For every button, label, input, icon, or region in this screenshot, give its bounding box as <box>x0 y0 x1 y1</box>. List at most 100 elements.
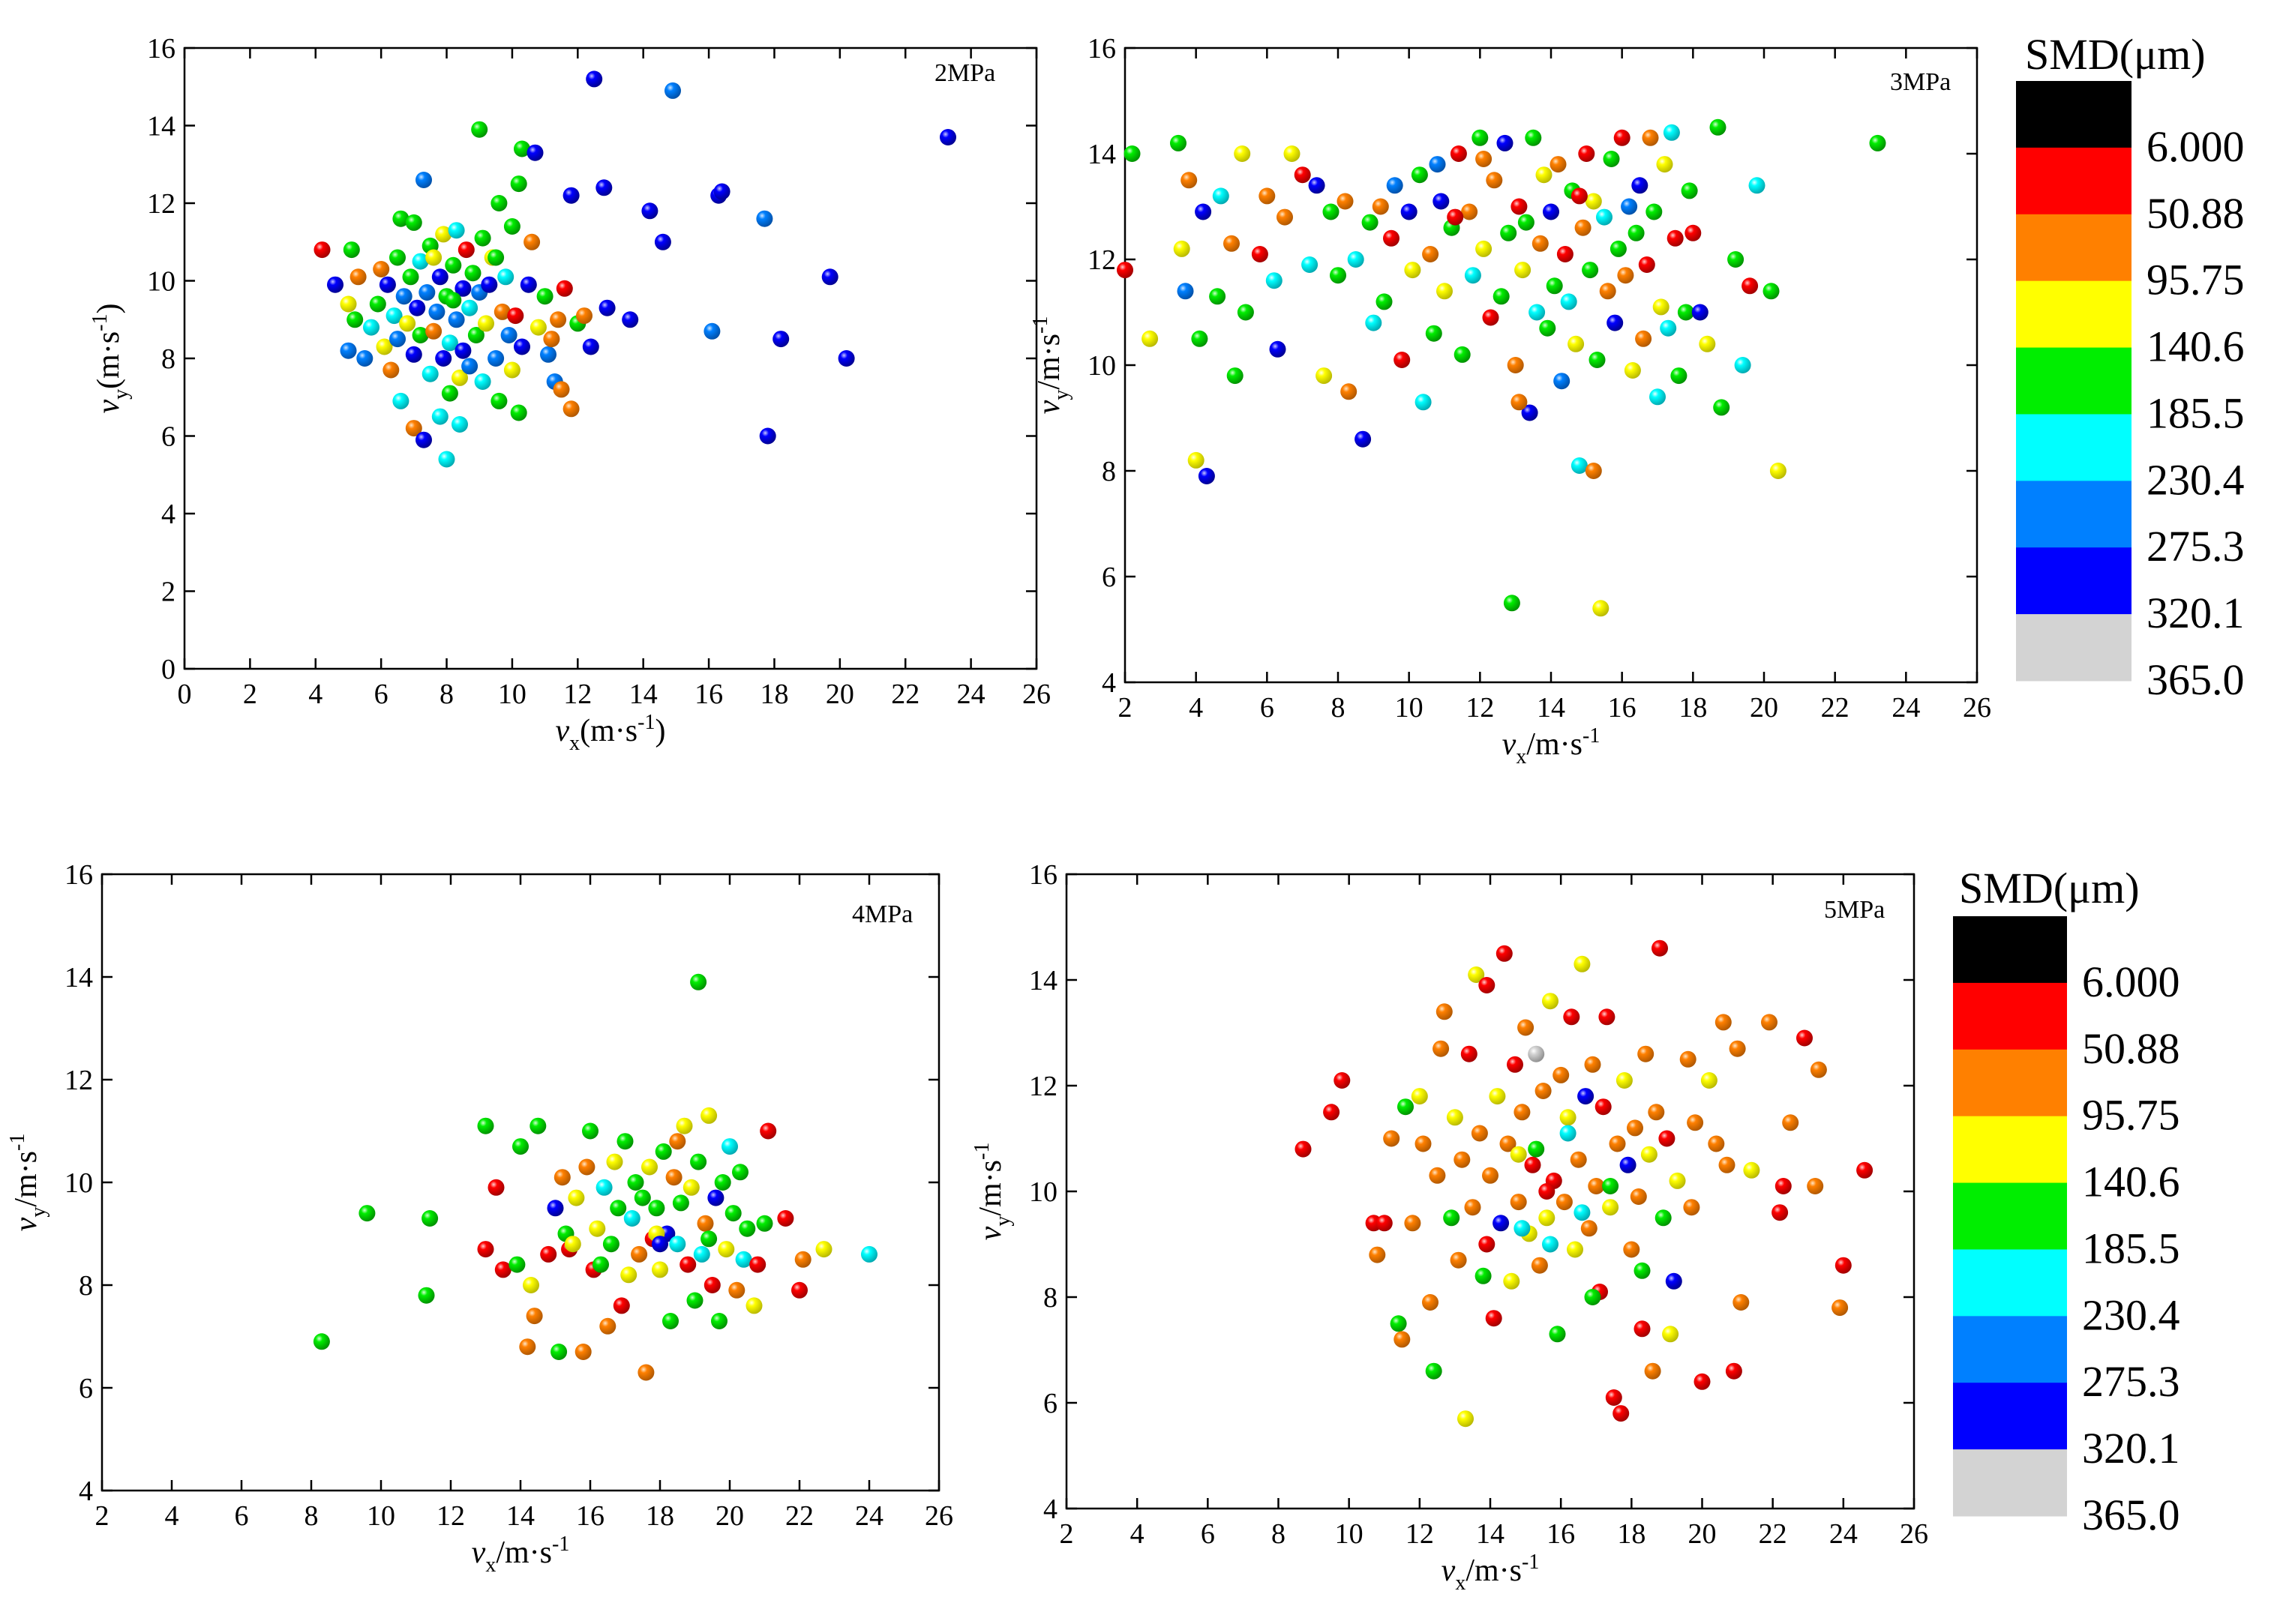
x-tick-label: 10 <box>1395 692 1424 724</box>
data-point-red <box>1856 1161 1874 1179</box>
data-point-yellow <box>676 1117 693 1134</box>
data-point-yellow <box>1503 1272 1520 1290</box>
colorbar-title: SMD(μm) <box>2025 30 2206 79</box>
data-point-lightblue <box>395 288 412 305</box>
data-point-yellow <box>718 1241 735 1258</box>
data-point-yellow <box>815 1241 832 1258</box>
x-tick-label: 26 <box>925 1500 953 1532</box>
data-point-orange <box>1510 1194 1527 1211</box>
x-tick-label: 22 <box>1759 1518 1787 1550</box>
data-point-red <box>1117 262 1133 279</box>
x-tick-label: 6 <box>1260 692 1274 724</box>
x-tick-label: 10 <box>498 679 526 710</box>
data-point-orange <box>665 1169 682 1186</box>
data-point-red <box>1563 1008 1580 1026</box>
data-point-blue <box>1432 193 1450 210</box>
data-point-red <box>680 1256 697 1273</box>
data-point-red <box>1294 166 1311 184</box>
data-point-yellow <box>1187 451 1204 469</box>
data-point-red <box>458 241 475 259</box>
data-point-red <box>1478 977 1496 993</box>
panel-pressure-label: 5MPa <box>1824 896 1885 924</box>
data-point-lightblue <box>1429 156 1446 173</box>
data-point-cyan <box>1748 177 1766 194</box>
colorbar-label: 185.5 <box>2082 1224 2180 1272</box>
data-point-red <box>1834 1257 1852 1274</box>
data-point-red <box>1478 1236 1496 1253</box>
data-point-yellow <box>1652 298 1670 316</box>
data-point-orange <box>1714 1014 1732 1031</box>
data-point-green <box>616 1133 634 1150</box>
y-tick-label: 8 <box>79 1270 93 1302</box>
data-point-green <box>514 140 530 157</box>
data-point-orange <box>1369 1246 1386 1263</box>
data-point-yellow <box>1624 362 1641 379</box>
x-tick-label: 16 <box>576 1500 604 1532</box>
data-point-blue <box>1492 1215 1510 1232</box>
data-point-red <box>540 1245 557 1263</box>
data-point-green <box>503 218 520 235</box>
data-point-cyan <box>1414 394 1432 411</box>
y-tick-label: 16 <box>64 859 93 891</box>
data-point-green <box>1646 203 1663 220</box>
colorbar-label: 365.0 <box>2082 1491 2180 1539</box>
data-point-blue <box>327 276 344 293</box>
data-point-blue <box>582 338 599 355</box>
x-tick-label: 12 <box>1406 1518 1434 1550</box>
colorbar-swatch-green <box>2016 347 2132 415</box>
data-point-blue <box>622 311 639 328</box>
data-point-orange <box>1461 203 1478 220</box>
data-point-orange <box>1534 1083 1552 1099</box>
data-point-orange <box>562 400 580 418</box>
x-tick-label: 18 <box>1617 1518 1646 1550</box>
x-tick-label: 26 <box>1963 692 1991 724</box>
data-point-cyan <box>1663 124 1680 141</box>
data-point-red <box>1594 1098 1612 1116</box>
data-point-red <box>1376 1215 1393 1232</box>
x-tick-label: 2 <box>243 679 257 710</box>
plot-frame <box>1124 46 1978 684</box>
data-point-green <box>508 1256 526 1273</box>
data-point-red <box>1524 1156 1541 1173</box>
data-point-blue <box>1577 1088 1594 1105</box>
data-point-red <box>1634 1320 1651 1338</box>
data-point-orange <box>519 1338 536 1356</box>
data-point-green <box>467 327 484 343</box>
x-tick-label: 16 <box>694 679 723 710</box>
data-point-red <box>1772 1204 1789 1221</box>
chart-panel-2MPa: 0 2 4 6 8 10 12 14 16 18 20 22 24 260246810121416vx(m… <box>88 33 1051 755</box>
data-point-orange <box>1584 1056 1601 1073</box>
data-point-yellow <box>1234 145 1251 162</box>
data-point-red <box>1450 145 1467 162</box>
data-point-yellow <box>1404 262 1421 279</box>
data-point-blue <box>654 233 671 250</box>
data-point-orange <box>1499 1135 1516 1152</box>
data-point-orange <box>425 322 442 340</box>
data-point-green <box>550 1344 568 1360</box>
data-point-lightblue <box>448 311 465 328</box>
data-point-orange <box>1635 330 1652 347</box>
data-point-orange <box>1637 1045 1654 1062</box>
data-point-orange <box>1718 1156 1736 1173</box>
data-point-orange <box>1580 1220 1598 1237</box>
data-point-blue <box>1631 177 1648 194</box>
data-point-orange <box>524 233 541 250</box>
y-tick-label: 10 <box>147 266 176 298</box>
data-point-lightblue <box>356 350 374 367</box>
data-point-green <box>1411 166 1428 184</box>
x-tick-label: 4 <box>1189 692 1203 724</box>
data-point-orange <box>1422 246 1439 262</box>
data-point-blue <box>454 342 472 359</box>
data-point-green <box>1361 214 1378 231</box>
data-point-green <box>1492 288 1510 305</box>
data-point-yellow <box>425 249 442 266</box>
data-point-blue <box>759 427 776 445</box>
data-point-blue <box>1269 340 1286 358</box>
data-point-green <box>358 1205 376 1222</box>
plot-frame <box>100 873 940 1492</box>
data-point-yellow <box>1468 966 1485 983</box>
data-point-green <box>686 1292 704 1309</box>
data-point-green <box>1237 304 1254 321</box>
y-tick-label: 4 <box>1102 667 1116 699</box>
x-axis-label: vx/m·s-1 <box>1442 1551 1540 1595</box>
